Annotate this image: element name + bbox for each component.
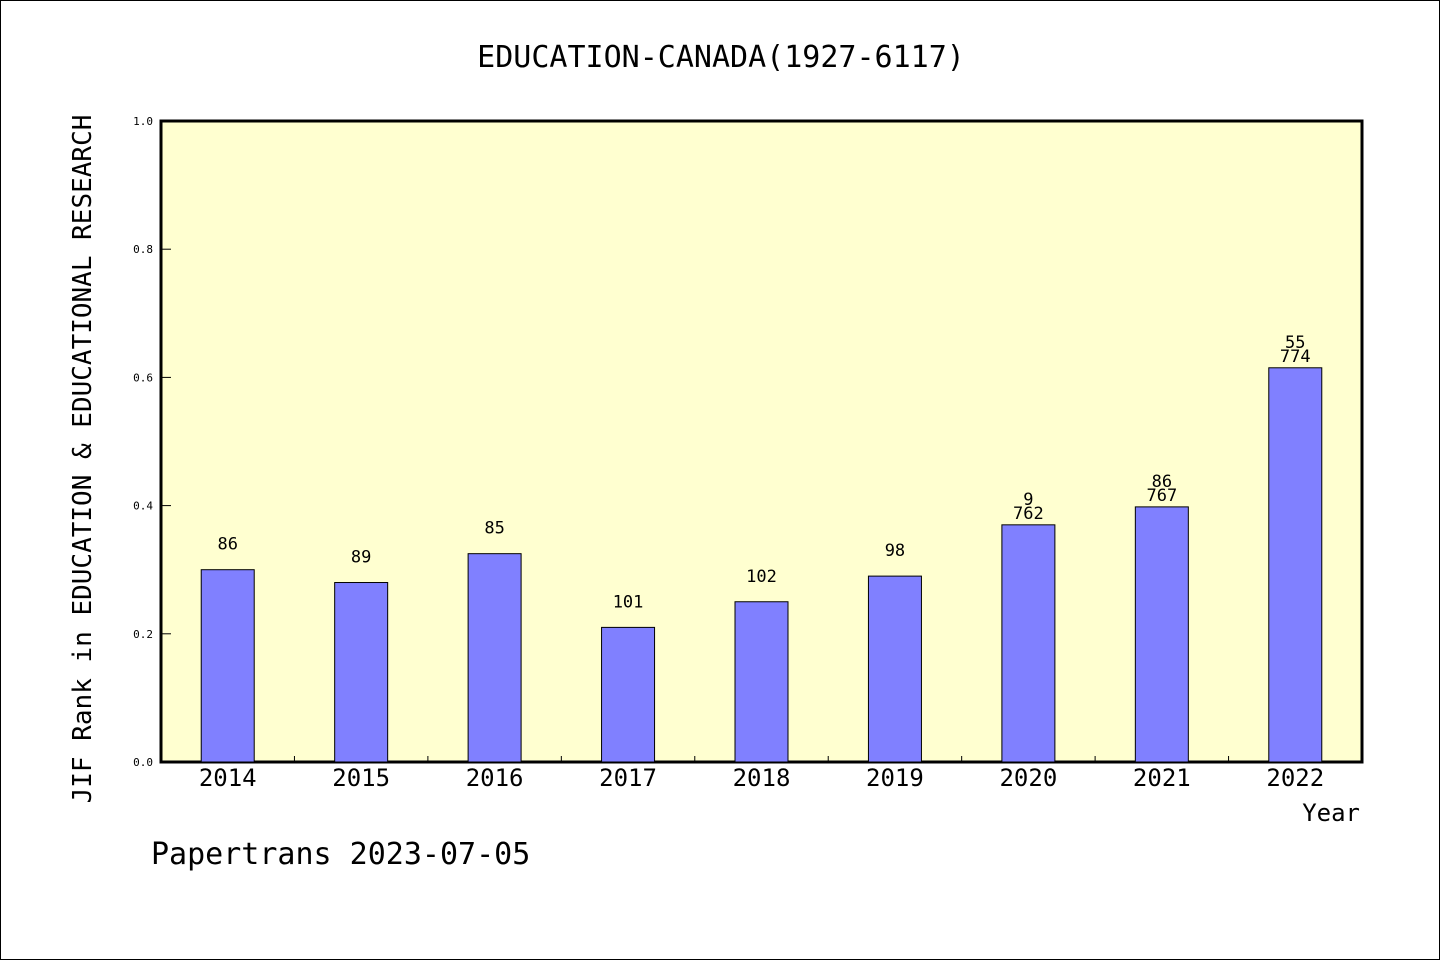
data-label: 767 bbox=[1146, 486, 1177, 506]
data-label: 55 bbox=[1285, 333, 1305, 353]
bar bbox=[734, 601, 789, 763]
data-label: 86 bbox=[217, 535, 237, 555]
bar bbox=[867, 575, 922, 763]
bar bbox=[1134, 506, 1189, 763]
y-tick-label: 0.8 bbox=[133, 243, 153, 256]
chart-title: EDUCATION-CANADA(1927-6117) bbox=[477, 40, 965, 75]
x-tick-label: 2015 bbox=[332, 764, 390, 792]
data-label: 762 bbox=[1013, 504, 1044, 524]
y-tick-label: 0.0 bbox=[133, 756, 153, 769]
bar bbox=[1268, 367, 1323, 763]
data-label: 9 bbox=[1023, 490, 1033, 510]
x-tick-label: 2017 bbox=[599, 764, 657, 792]
bar bbox=[200, 569, 255, 763]
bar bbox=[467, 553, 522, 763]
x-tick-label: 2018 bbox=[733, 764, 791, 792]
data-label: 85 bbox=[484, 519, 504, 539]
footer-text: Papertrans 2023-07-05 bbox=[151, 837, 530, 872]
x-tick-label: 2020 bbox=[999, 764, 1057, 792]
data-label: 101 bbox=[613, 592, 644, 612]
x-axis-label: Year bbox=[1302, 799, 1360, 827]
y-tick-label: 0.6 bbox=[133, 371, 153, 384]
bar bbox=[1001, 524, 1056, 763]
bar bbox=[601, 626, 656, 763]
data-label: 98 bbox=[885, 541, 905, 561]
x-tick-label: 2019 bbox=[866, 764, 924, 792]
data-label: 102 bbox=[746, 567, 777, 587]
x-axis: 2014 2015 2016 2017 2018 2019 2020 2021 2022 bbox=[199, 756, 1324, 792]
x-tick-label: 2016 bbox=[466, 764, 524, 792]
x-tick-label: 2021 bbox=[1133, 764, 1191, 792]
data-label: 89 bbox=[351, 548, 371, 568]
y-axis-label: JIF Rank in EDUCATION & EDUCATIONAL RESE… bbox=[68, 115, 98, 804]
x-tick-label: 2014 bbox=[199, 764, 257, 792]
bars bbox=[200, 367, 1323, 763]
y-tick-label: 1.0 bbox=[133, 115, 153, 128]
data-label: 86 bbox=[1152, 472, 1172, 492]
y-tick-label: 0.4 bbox=[133, 500, 153, 513]
y-tick-label: 0.2 bbox=[133, 628, 153, 641]
y-axis: 0.0 0.2 0.4 0.6 0.8 1.0 bbox=[133, 115, 171, 769]
data-label: 774 bbox=[1280, 347, 1311, 367]
bar bbox=[334, 582, 389, 763]
x-tick-label: 2022 bbox=[1266, 764, 1324, 792]
